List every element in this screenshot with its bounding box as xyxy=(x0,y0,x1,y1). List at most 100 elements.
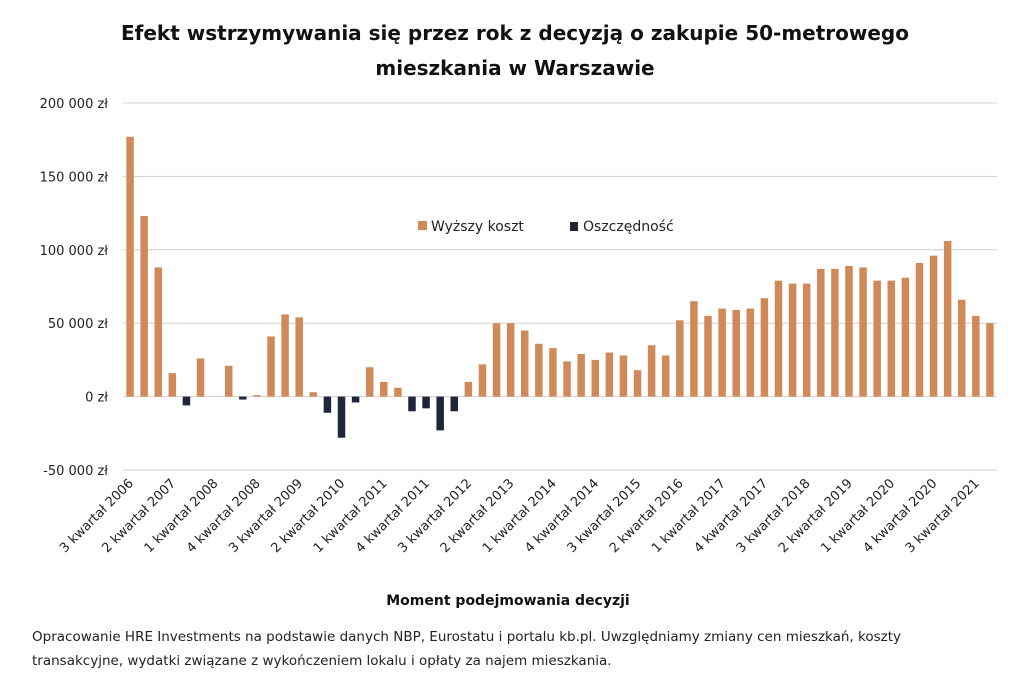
bar-higher-cost xyxy=(929,255,938,397)
bar-higher-cost xyxy=(831,268,839,397)
x-tick-label: 3 kwartał 2009 xyxy=(226,476,306,556)
bar-savings xyxy=(323,396,332,413)
bar-higher-cost xyxy=(915,263,924,397)
bar-higher-cost xyxy=(972,315,980,397)
x-tick-label: 2 kwartał 2019 xyxy=(776,476,856,556)
bar-higher-cost xyxy=(676,320,684,397)
footnote-line-1: Opracowanie HRE Investments na podstawie… xyxy=(32,629,901,645)
x-tick-label: 4 kwartał 2020 xyxy=(861,476,941,556)
bar-higher-cost xyxy=(154,267,162,397)
x-tick-label: 3 kwartał 2012 xyxy=(395,476,475,556)
legend-label-higher-cost: Wyższy koszt xyxy=(431,219,524,235)
y-tick-label: 150 000 zł xyxy=(40,170,109,185)
y-tick-label: -50 000 zł xyxy=(43,464,108,479)
x-tick-label: 4 kwartał 2011 xyxy=(353,476,433,556)
bar-higher-cost xyxy=(492,323,501,397)
bar-higher-cost xyxy=(802,283,811,397)
bar-higher-cost xyxy=(224,365,233,397)
bar-higher-cost xyxy=(394,387,402,397)
bar-savings xyxy=(337,396,346,438)
bar-higher-cost xyxy=(253,395,261,397)
bar-higher-cost xyxy=(859,267,867,397)
bar-higher-cost xyxy=(140,216,148,397)
bar-savings xyxy=(351,396,360,403)
bar-higher-cost xyxy=(633,370,642,397)
bars xyxy=(126,136,994,438)
x-tick-label: 3 kwartał 2015 xyxy=(565,476,645,556)
bar-higher-cost xyxy=(267,336,275,397)
bar-higher-cost xyxy=(577,354,585,397)
bar-savings xyxy=(422,396,430,409)
x-tick-label: 1 kwartał 2017 xyxy=(649,476,729,556)
x-tick-label: 3 kwartał 2006 xyxy=(57,476,137,556)
bar-higher-cost xyxy=(690,301,698,397)
bar-higher-cost xyxy=(549,348,557,397)
legend-swatch-higher-cost xyxy=(418,221,427,230)
x-tick-label: 1 kwartał 2014 xyxy=(480,476,560,556)
bar-higher-cost xyxy=(365,367,374,397)
bar-higher-cost xyxy=(774,280,783,397)
bar-higher-cost xyxy=(295,317,303,397)
chart-title-line-2: mieszkania w Warszawie xyxy=(375,56,654,80)
bar-higher-cost xyxy=(788,283,797,397)
bar-higher-cost xyxy=(521,330,529,397)
bar-higher-cost xyxy=(901,277,910,397)
x-tick-label: 3 kwartał 2018 xyxy=(734,476,814,556)
bar-higher-cost xyxy=(817,268,825,397)
y-tick-label: 100 000 zł xyxy=(40,244,109,259)
bar-higher-cost xyxy=(380,381,388,397)
bar-savings xyxy=(182,396,191,406)
bar-higher-cost xyxy=(168,373,177,397)
bar-higher-cost xyxy=(281,314,289,397)
x-tick-label: 1 kwartał 2020 xyxy=(818,476,898,556)
x-tick-label: 2 kwartał 2016 xyxy=(607,476,687,556)
bar-higher-cost xyxy=(661,355,670,397)
bar-savings xyxy=(239,396,247,400)
bar-higher-cost xyxy=(591,359,599,397)
bar-higher-cost xyxy=(126,136,134,397)
y-tick-label: 50 000 zł xyxy=(48,317,108,332)
bar-savings xyxy=(408,396,416,412)
bar-higher-cost xyxy=(506,323,515,397)
x-tick-label: 1 kwartał 2008 xyxy=(142,476,222,556)
bar-savings xyxy=(450,396,459,412)
bar-higher-cost xyxy=(464,381,473,397)
bar-higher-cost xyxy=(619,355,628,397)
bar-higher-cost xyxy=(309,392,318,397)
bar-savings xyxy=(436,396,444,431)
x-tick-label: 2 kwartał 2010 xyxy=(269,476,349,556)
x-tick-label: 2 kwartał 2007 xyxy=(99,476,179,556)
x-axis-title: Moment podejmowania decyzji xyxy=(386,593,629,609)
bar-higher-cost xyxy=(704,315,712,397)
x-tick-label: 4 kwartał 2008 xyxy=(184,476,264,556)
bar-higher-cost xyxy=(563,361,571,397)
y-tick-label: 0 zł xyxy=(85,391,108,406)
gridlines xyxy=(123,102,997,471)
legend: Wyższy koszt Oszczędność xyxy=(418,219,674,235)
legend-swatch-savings xyxy=(570,222,578,231)
bar-higher-cost xyxy=(887,280,896,397)
x-tick-label: 4 kwartał 2014 xyxy=(522,476,602,556)
bar-higher-cost xyxy=(873,280,881,397)
chart-title-line-1: Efekt wstrzymywania się przez rok z decy… xyxy=(121,21,909,45)
bar-higher-cost xyxy=(746,308,755,397)
x-tick-label: 4 kwartał 2017 xyxy=(691,476,771,556)
bar-higher-cost xyxy=(958,299,966,397)
bar-higher-cost xyxy=(535,343,543,397)
bar-higher-cost xyxy=(845,265,853,397)
bar-higher-cost xyxy=(732,309,740,397)
bar-higher-cost xyxy=(478,364,487,397)
bar-higher-cost xyxy=(943,240,952,397)
bar-higher-cost xyxy=(196,358,205,397)
x-tick-label: 1 kwartał 2011 xyxy=(311,476,391,556)
footnote-line-2: transakcyjne, wydatki związane z wykończ… xyxy=(32,653,612,669)
legend-label-savings: Oszczędność xyxy=(583,219,674,235)
x-tick-label: 3 kwartał 2021 xyxy=(903,476,983,556)
y-axis-ticks: 200 000 zł 150 000 zł 100 000 zł 50 000 zł 0… xyxy=(40,97,109,479)
bar-higher-cost xyxy=(986,323,994,397)
bar-higher-cost xyxy=(647,345,656,397)
bar-higher-cost xyxy=(605,352,614,397)
y-tick-label: 200 000 zł xyxy=(40,97,109,112)
